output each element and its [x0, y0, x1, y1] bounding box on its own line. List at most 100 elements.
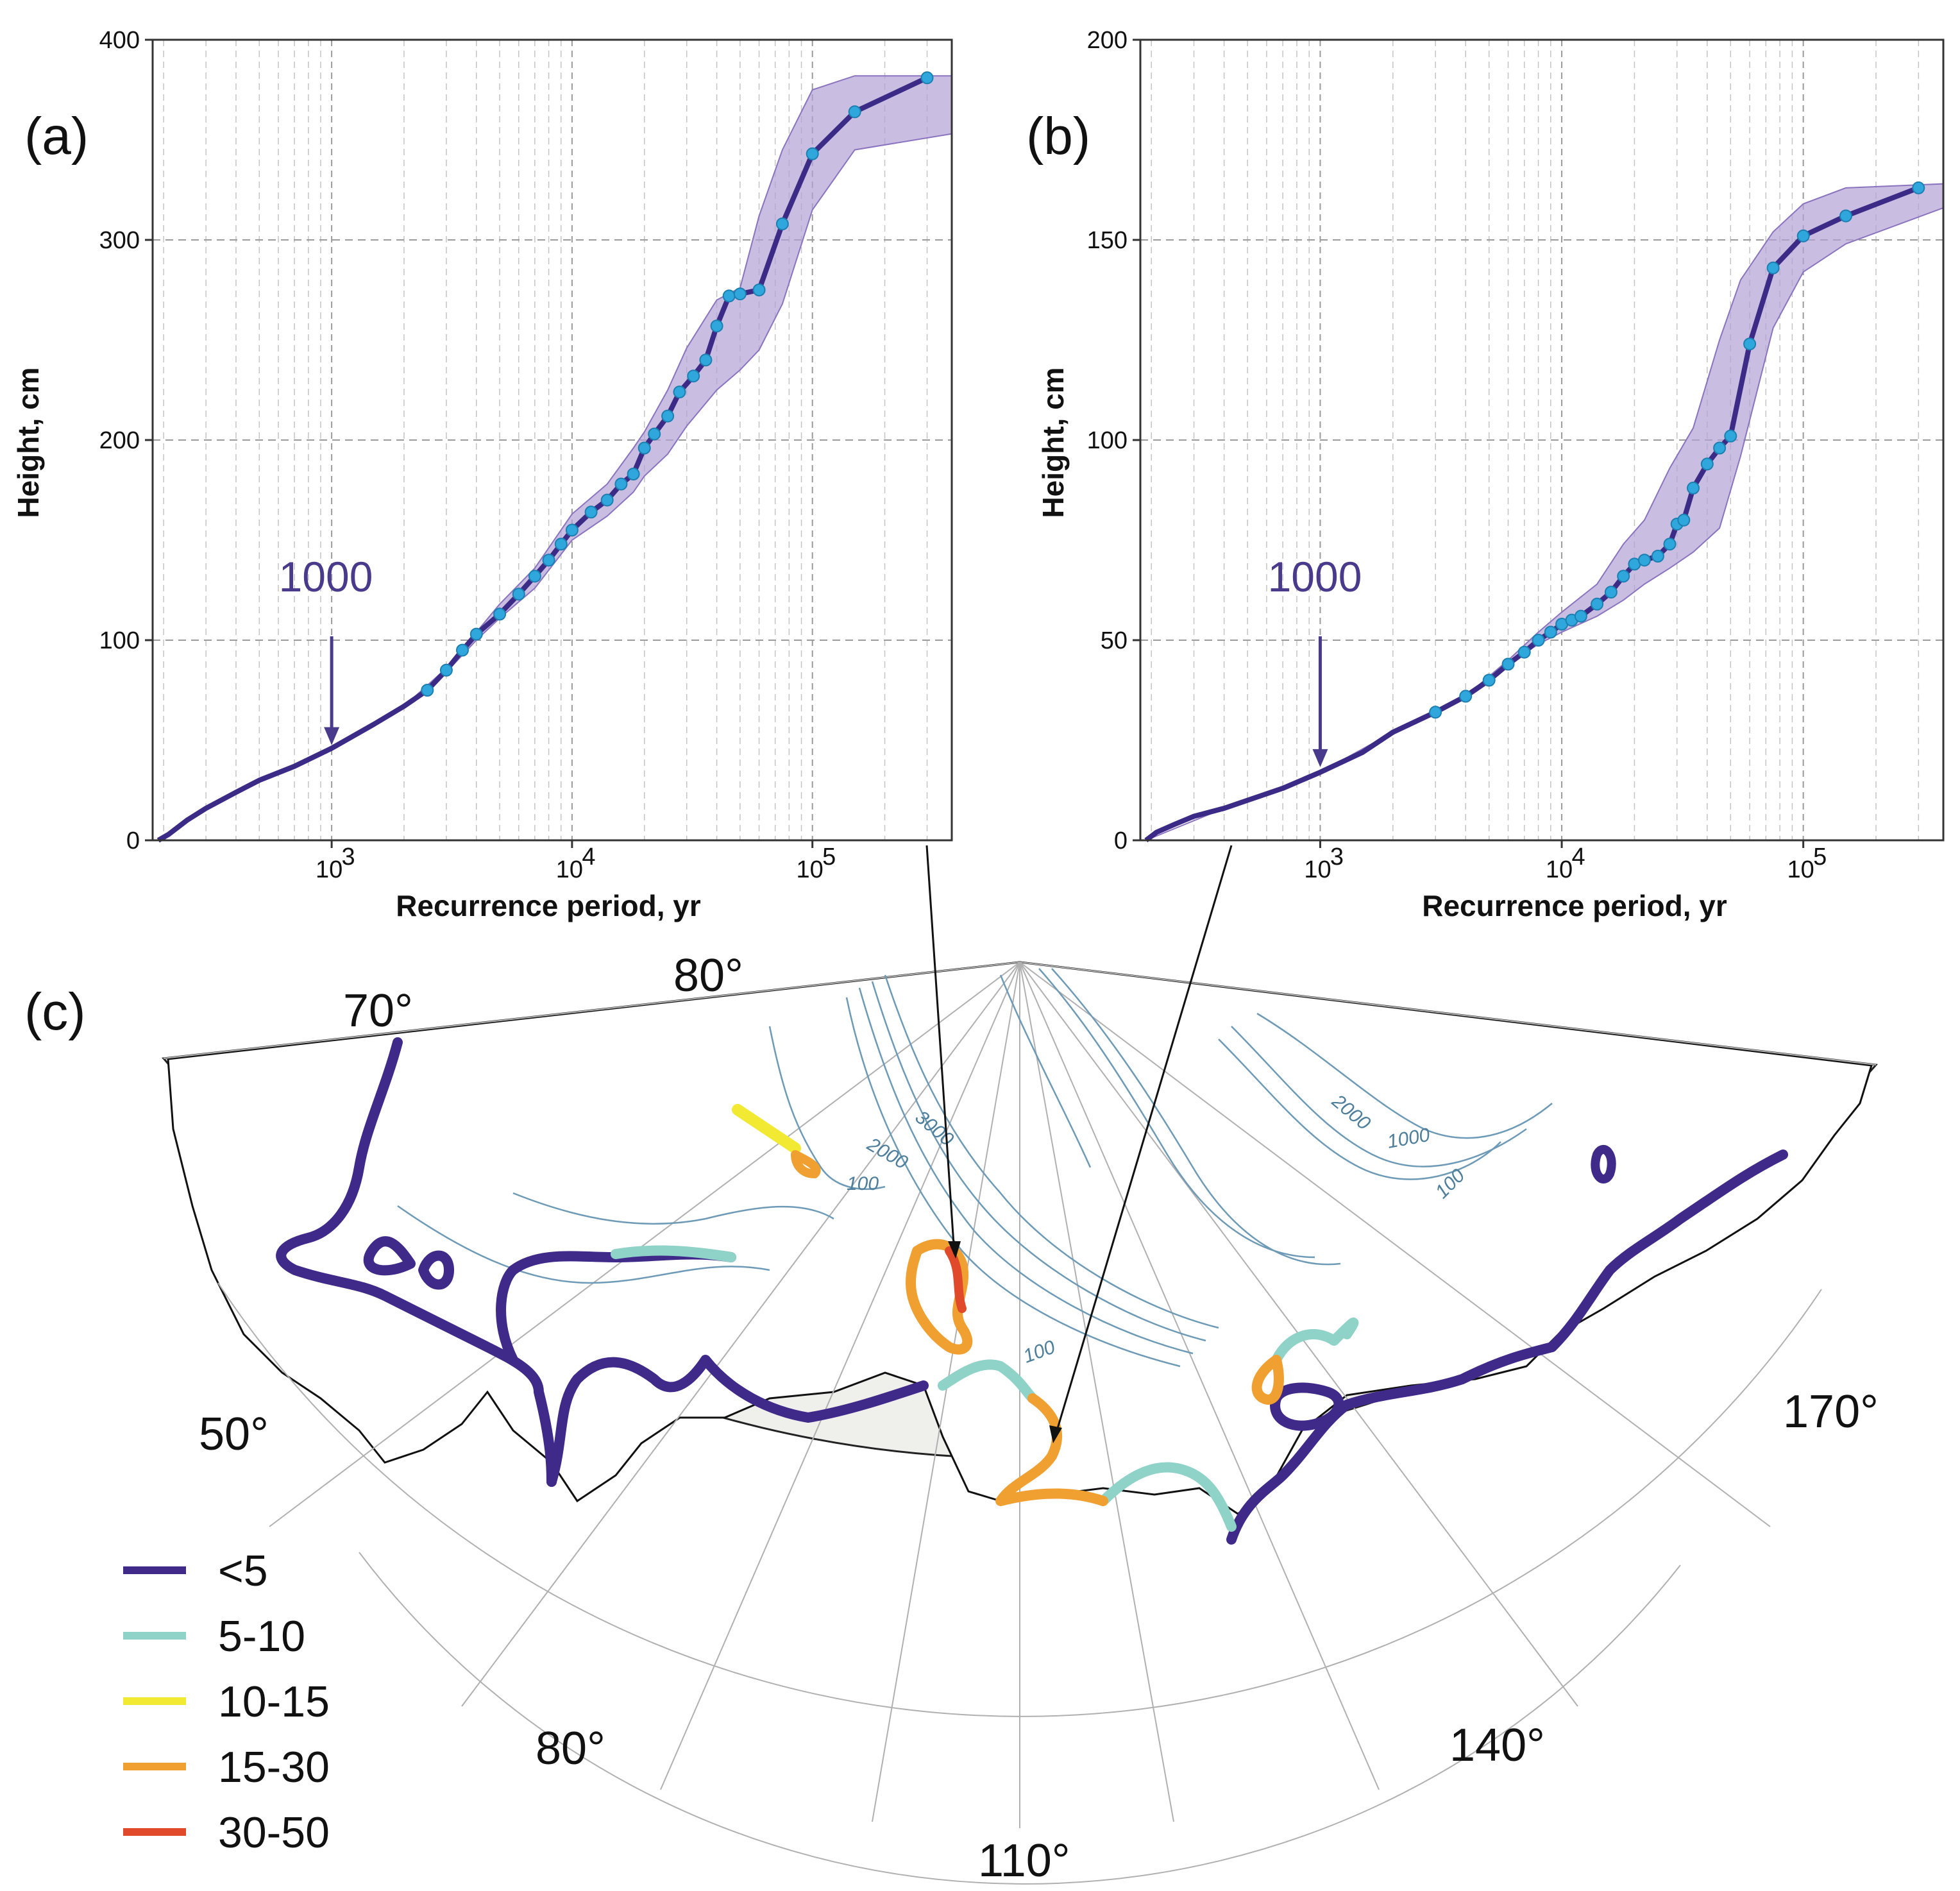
y-tick-label: 300: [99, 227, 140, 254]
chart-a-points: [421, 71, 934, 697]
coast-segment-lt5: [1226, 1149, 1788, 1545]
contour-label: 100: [847, 1173, 879, 1194]
data-point: [687, 369, 700, 383]
map-bathymetry-contours: [397, 968, 1553, 1368]
data-point: [1796, 229, 1810, 242]
data-point: [1591, 597, 1604, 611]
coast-segment-lt5: [1591, 1145, 1616, 1183]
longitude-label: 80°: [673, 950, 743, 1001]
longitude-label: 70°: [343, 985, 413, 1037]
coast-segment-15-30: [791, 1150, 821, 1178]
x-tick-exponent: 5: [1813, 844, 1827, 870]
data-point: [661, 409, 675, 423]
data-point: [600, 493, 614, 507]
y-tick-label: 200: [1087, 27, 1128, 54]
y-tick-label: 0: [1114, 827, 1128, 854]
data-point: [775, 217, 789, 230]
coast-segment-15-30: [995, 1393, 1108, 1506]
x-tick-label: 10: [316, 856, 342, 883]
chart-b-x-axis-label: Recurrence period, yr: [1422, 889, 1727, 922]
map-legend: <5 5-10 10-15 15-30 30-50: [123, 1547, 330, 1857]
x-tick-exponent: 4: [582, 844, 595, 870]
data-point: [1766, 261, 1780, 275]
legend-label: 15-30: [218, 1743, 330, 1792]
data-point: [1517, 645, 1531, 659]
data-point: [1617, 570, 1630, 583]
data-point: [542, 554, 555, 567]
coast-segment-lt5: [418, 1250, 454, 1290]
y-tick-label: 50: [1101, 627, 1128, 654]
connector-arrowhead: [1049, 1425, 1062, 1443]
data-point: [920, 71, 934, 85]
y-tick-label: 100: [1087, 427, 1128, 454]
chart-a-uncertainty-band: [158, 75, 952, 841]
map-coastline-heights: [276, 1037, 1788, 1545]
x-tick-label: 10: [1787, 856, 1814, 883]
chart-b-points: [1429, 181, 1925, 719]
data-point: [710, 319, 723, 333]
annotation-arrowhead: [324, 727, 340, 745]
x-tick-label: 10: [1546, 856, 1573, 883]
data-point: [1532, 634, 1545, 647]
legend-label: 30-50: [218, 1808, 330, 1857]
data-point: [614, 477, 628, 491]
longitude-label: 140°: [1449, 1720, 1545, 1771]
data-point: [1459, 690, 1473, 703]
data-point: [1429, 706, 1442, 719]
x-tick-label: 10: [556, 856, 583, 883]
map-panel: (c): [24, 845, 1879, 1887]
x-tick-exponent: 3: [1330, 844, 1344, 870]
uncertainty-band: [158, 75, 952, 841]
y-tick-label: 0: [126, 827, 140, 854]
data-point: [733, 287, 747, 301]
coast-segment-5-10: [1271, 1317, 1359, 1365]
x-tick-exponent: 4: [1571, 844, 1585, 870]
chart-b-grid: [1140, 40, 1943, 840]
data-point: [627, 468, 640, 480]
panel-label-b: (b): [1026, 107, 1090, 165]
data-point: [1677, 513, 1691, 527]
data-point: [554, 538, 568, 551]
legend-label: 5-10: [218, 1612, 305, 1661]
data-point: [1544, 625, 1557, 639]
coast-segment-15-30: [906, 1239, 973, 1355]
data-point: [1638, 554, 1651, 567]
data-point: [1501, 657, 1515, 671]
y-tick-label: 150: [1087, 227, 1128, 254]
data-point: [512, 588, 525, 601]
coast-segment-5-10: [938, 1359, 1038, 1403]
data-point: [493, 607, 507, 621]
annotation-arrowhead: [1312, 749, 1328, 767]
y-tick-label: 100: [99, 627, 140, 654]
x-tick-label: 10: [797, 856, 824, 883]
data-point: [722, 289, 736, 303]
coast-segment-15-30: [1251, 1355, 1284, 1405]
x-tick-exponent: 5: [822, 844, 836, 870]
coast-segment-lt5: [276, 1037, 557, 1487]
data-point: [1700, 457, 1714, 471]
data-point: [1604, 586, 1618, 599]
coast-segment-lt5: [546, 1355, 929, 1487]
data-point: [469, 627, 483, 641]
y-tick-label: 200: [99, 427, 140, 454]
chart-b-annotation-text: 1000: [1268, 553, 1362, 600]
data-point: [699, 353, 713, 367]
data-point: [1743, 337, 1757, 351]
data-point: [1912, 181, 1925, 194]
coast-segment-5-10: [1098, 1462, 1237, 1532]
chart-b-uncertainty-band: [1145, 183, 1944, 841]
data-point: [1687, 481, 1700, 495]
chart-a-annotation-text: 1000: [279, 553, 373, 600]
panel-label-c: (c): [24, 983, 86, 1041]
data-point: [1724, 429, 1737, 443]
data-point: [752, 284, 766, 296]
data-point: [806, 147, 819, 160]
chart-b-median-line: [1144, 185, 1920, 843]
legend-label: <5: [218, 1547, 268, 1595]
legend-label: 10-15: [218, 1677, 330, 1726]
data-point: [1839, 209, 1852, 223]
